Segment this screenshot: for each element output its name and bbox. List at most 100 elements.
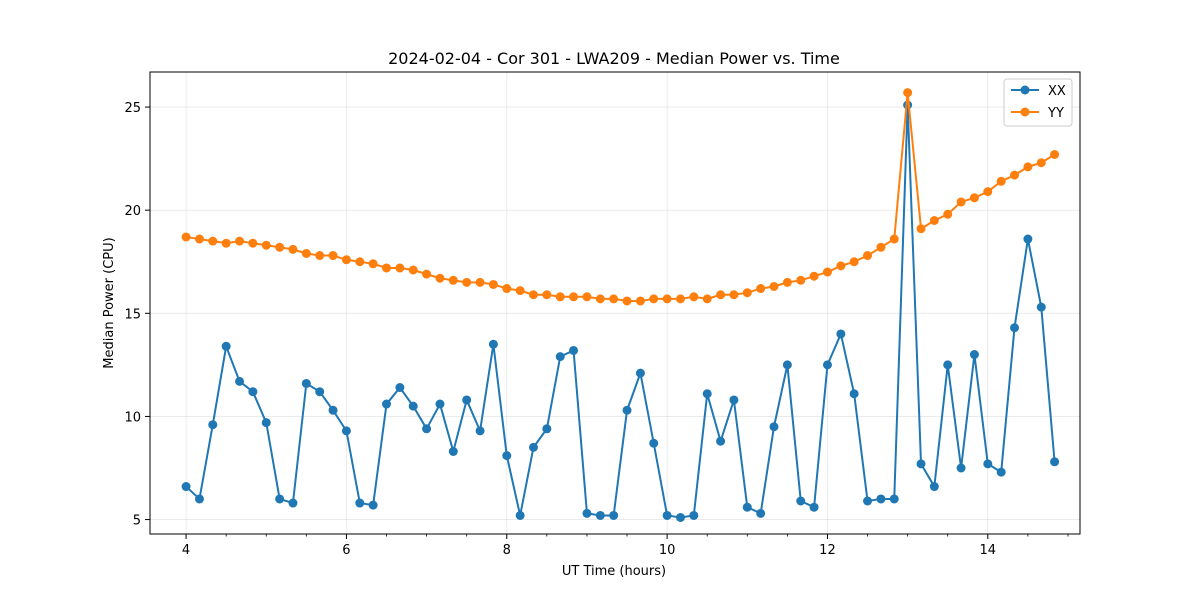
data-point-yy [1010, 170, 1019, 180]
x-tick-label: 12 [819, 543, 836, 558]
data-point-xx [382, 399, 392, 409]
data-point-yy [822, 267, 832, 277]
data-point-yy [796, 275, 806, 285]
data-point-xx [301, 378, 311, 388]
data-point-xx [275, 494, 285, 504]
data-point-xx [502, 451, 512, 461]
data-point-xx [729, 395, 739, 405]
data-point-yy [756, 284, 766, 294]
data-point-yy [889, 234, 899, 244]
plot-area-frame [149, 71, 1081, 535]
data-point-xx [542, 424, 552, 434]
data-point-yy [742, 288, 752, 298]
data-point-yy [729, 290, 739, 300]
data-point-xx [448, 447, 458, 456]
data-point-xx [462, 395, 472, 405]
data-point-xx [528, 442, 538, 452]
data-point-yy [996, 176, 1006, 186]
data-point-xx [863, 496, 873, 506]
x-tick-label: 10 [659, 543, 676, 558]
data-point-xx [288, 498, 298, 508]
data-point-xx [996, 467, 1006, 477]
data-point-yy [903, 88, 913, 98]
legend-marker-xx [1020, 85, 1030, 95]
data-point-yy [1023, 162, 1033, 172]
y-axis-title: Median Power (CPU) [102, 237, 117, 368]
data-point-xx [1050, 457, 1060, 467]
data-point-yy [328, 251, 338, 261]
data-point-xx [208, 420, 218, 430]
data-point-xx [836, 329, 846, 339]
data-point-yy [916, 224, 926, 234]
data-point-yy [809, 271, 819, 281]
y-tick-label: 5 [133, 514, 141, 529]
data-point-xx [622, 405, 632, 415]
data-point-xx [716, 436, 726, 446]
data-point-yy [194, 234, 204, 244]
data-point-yy [943, 209, 953, 219]
data-point-xx [355, 498, 365, 508]
data-point-xx [515, 510, 525, 520]
data-point-xx [609, 510, 619, 520]
data-point-yy [849, 257, 859, 267]
data-point-yy [649, 294, 659, 304]
data-point-yy [475, 277, 485, 287]
data-point-yy [435, 273, 445, 283]
data-point-xx [822, 360, 832, 370]
series-xx [181, 100, 1060, 522]
data-point-yy [422, 269, 432, 279]
data-point-xx [943, 360, 953, 370]
data-point-xx [582, 508, 592, 518]
data-point-yy [716, 290, 726, 300]
data-point-yy [208, 236, 218, 246]
data-point-xx [341, 426, 351, 436]
data-point-xx [595, 510, 605, 520]
data-point-xx [769, 422, 779, 432]
chart-title: 2024-02-04 - Cor 301 - LWA209 - Median P… [388, 49, 840, 68]
data-point-yy [635, 296, 645, 306]
data-point-yy [275, 242, 285, 252]
y-axis: 5 10 15 20 25 [124, 101, 150, 529]
data-point-yy [515, 286, 525, 296]
legend-label-yy: YY [1047, 106, 1064, 121]
data-point-xx [876, 494, 886, 504]
data-point-xx [194, 494, 204, 504]
y-tick-label: 15 [124, 307, 141, 322]
data-point-yy [863, 251, 873, 261]
data-point-xx [849, 389, 859, 399]
data-point-xx [368, 500, 378, 510]
grid-lines [150, 72, 1080, 534]
data-point-yy [382, 263, 392, 273]
x-axis-title: UT Time (hours) [562, 564, 666, 579]
data-point-xx [395, 383, 405, 393]
data-point-yy [595, 294, 605, 304]
x-tick-label: 6 [342, 543, 350, 558]
data-point-yy [983, 187, 993, 197]
data-point-xx [756, 508, 766, 518]
data-point-xx [969, 350, 979, 360]
data-point-yy [569, 292, 579, 302]
data-point-xx [742, 502, 752, 512]
legend-marker-yy [1020, 107, 1030, 117]
data-point-yy [782, 277, 792, 287]
data-point-yy [622, 296, 632, 306]
data-point-xx [689, 510, 699, 520]
data-point-xx [956, 463, 966, 473]
data-point-yy [1036, 158, 1046, 168]
data-point-xx [662, 510, 672, 520]
data-point-yy [969, 193, 979, 203]
data-point-xx [983, 459, 993, 469]
data-point-yy [1050, 150, 1060, 159]
data-point-yy [408, 265, 418, 275]
data-point-yy [301, 249, 311, 258]
data-point-yy [488, 279, 498, 289]
data-point-yy [956, 197, 966, 207]
data-point-yy [929, 216, 939, 225]
data-point-xx [782, 360, 792, 370]
data-point-xx [569, 345, 579, 355]
data-point-yy [609, 294, 619, 304]
data-point-yy [876, 242, 886, 252]
data-point-yy [542, 290, 552, 300]
legend: XX YY [1003, 78, 1073, 127]
